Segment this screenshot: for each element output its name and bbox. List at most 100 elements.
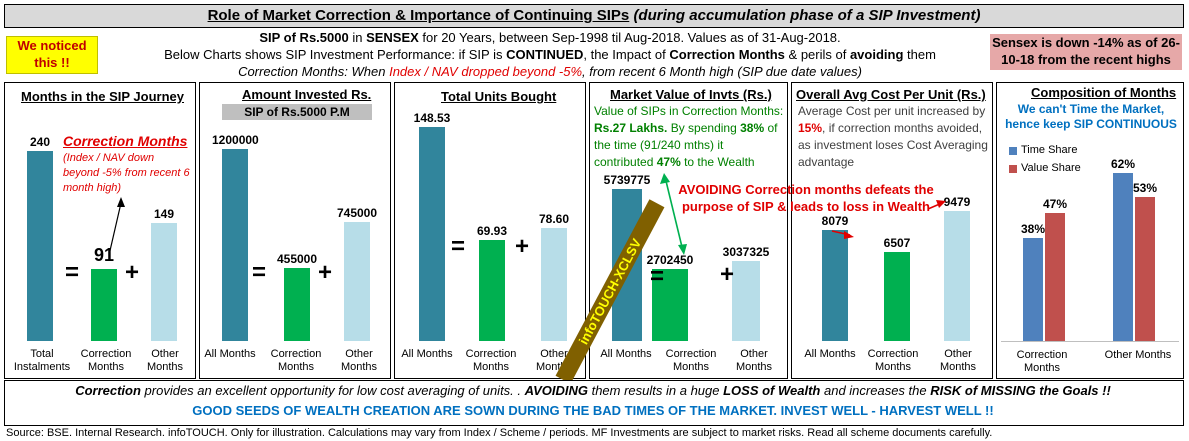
info-text: in [348, 30, 367, 45]
chart-title: Months in the SIP Journey [21, 89, 185, 104]
value-label: 3037325 [722, 244, 770, 259]
value-label: 69.93 [476, 224, 508, 239]
x-tick-label: Other Months [1104, 349, 1172, 361]
market-value-note: Value of SIPs in Correction Months: Rs.2… [594, 103, 784, 171]
annotation-arrow [108, 197, 125, 256]
bar-correction-months [884, 251, 910, 341]
value-label: 2702450 [646, 253, 694, 268]
x-tick-label: Total Instalments [13, 348, 71, 373]
chart-title: Market Value of Invts (Rs.) [610, 87, 772, 102]
title-italic: (during accumulation phase of a SIP Inve… [633, 7, 981, 24]
avg-cost-note: Average Cost per unit increased by 15%, … [798, 103, 988, 171]
bar-value-share-correction [1045, 213, 1065, 341]
equals-sign: = [451, 233, 466, 260]
note-text: of the time (91/240 mths) it contributed [594, 121, 778, 169]
x-tick-label: Correction Months [270, 348, 322, 373]
chart-title: Total Units Bought [441, 89, 557, 104]
note-bold: Rs.27 Lakhs. [594, 121, 668, 135]
panel-avg-cost: Overall Avg Cost Per Unit (Rs.) Average … [791, 82, 993, 379]
panel-total-units: Total Units Bought 148.53 69.93 78.60 = … [394, 82, 586, 379]
panel-composition: Composition of Months We can't Time the … [996, 82, 1184, 379]
x-tick-label: All Months [401, 348, 453, 360]
axis-line [1001, 341, 1179, 342]
note-text: By spending [667, 121, 741, 135]
info-text: , from recent 6 Month high (SIP due date… [582, 64, 862, 79]
x-tick-label: Other Months [146, 348, 184, 373]
value-label: 38% [1020, 221, 1046, 236]
index-name: SENSEX [366, 30, 419, 45]
panel-months-journey: Months in the SIP Journey Correction Mon… [4, 82, 196, 379]
bar-other-months [344, 221, 370, 341]
annotation-text: (Index / NAV down beyond -5% from recent… [63, 152, 190, 194]
bar-other-months [732, 260, 760, 341]
bar-other-months [541, 227, 567, 341]
source-note: Source: BSE. Internal Research. infoTOUC… [6, 427, 993, 439]
note-text: , if correction months avoided, as inves… [798, 121, 988, 169]
conclusion-text: provides an excellent opportunity for lo… [140, 383, 525, 398]
plus-sign: + [720, 261, 735, 288]
x-tick-label: Other Months [340, 348, 378, 373]
x-tick-label: Correction Months [80, 348, 132, 373]
plus-sign: + [318, 259, 333, 286]
correction-definition: Index / NAV dropped beyond -5% [389, 64, 583, 79]
x-tick-label: Correction Months [665, 348, 717, 373]
info-line-2: Below Charts shows SIP Investment Perfor… [120, 47, 980, 62]
x-tick-label: Correction Months [465, 348, 517, 373]
info-bold: CONTINUED [506, 47, 584, 62]
info-text: for 20 Years, between Sep-1998 til Aug-2… [418, 30, 841, 45]
bar-all-months [419, 127, 445, 341]
chart-title: Overall Avg Cost Per Unit (Rs.) [796, 87, 986, 102]
plus-sign: + [515, 233, 530, 260]
bar-time-share-other [1113, 172, 1133, 341]
bar-correction-months [284, 268, 310, 341]
info-text: Correction Months: When [238, 64, 390, 79]
note-bold: 15% [798, 121, 823, 135]
chart-title: Composition of Months [1031, 85, 1177, 100]
chart-subtitle: SIP of Rs.5000 P.M [222, 104, 372, 120]
value-label: 5739775 [603, 173, 651, 187]
title-main: Role of Market Correction & Importance o… [207, 7, 630, 24]
conclusion-box [4, 380, 1184, 426]
chart-subtitle: We can't Time the Market, hence keep SIP… [1005, 102, 1177, 131]
panel-amount-invested: Amount Invested Rs. SIP of Rs.5000 P.M 1… [199, 82, 391, 379]
note-bold: 47% [656, 155, 681, 169]
legend-swatch-value [1009, 165, 1017, 173]
plus-sign: + [125, 259, 140, 286]
contribution-arrow [660, 173, 687, 255]
bar-correction-months [652, 269, 688, 341]
equals-sign: = [650, 263, 665, 290]
value-label: 1200000 [212, 133, 259, 147]
value-label: 62% [1110, 156, 1136, 171]
info-line-3: Correction Months: When Index / NAV drop… [120, 64, 980, 79]
bar-total-instalments [27, 151, 53, 341]
bar-correction-months [91, 268, 117, 341]
x-tick-label: All Months [804, 348, 856, 360]
sip-amount: SIP of Rs.5000 [259, 30, 349, 45]
bar-other-months [151, 223, 177, 341]
note-text: Value of SIPs in Correction Months: [594, 104, 784, 118]
sensex-note: Sensex is down -14% as of 26-10-18 from … [990, 34, 1182, 70]
value-label: 91 [93, 244, 115, 265]
value-label: 745000 [336, 205, 378, 220]
conclusion-text: them results in a huge [587, 383, 724, 398]
legend-swatch-time [1009, 147, 1017, 155]
note-bold: 38% [740, 121, 765, 135]
x-tick-label: Other Months [735, 348, 773, 373]
conclusion-bold: AVOIDING [524, 383, 588, 398]
bar-all-months [222, 149, 248, 341]
panel-market-value: Market Value of Invts (Rs.) Value of SIP… [555, 82, 788, 384]
legend-value-share: Value Share [1021, 162, 1081, 174]
noticed-callout: We noticed this !! [6, 36, 98, 74]
value-label: 53% [1132, 181, 1158, 196]
info-text: , the Impact of [583, 47, 670, 62]
equals-sign: = [252, 259, 267, 286]
note-text: Average Cost per unit increased by [798, 104, 986, 118]
info-text: them [903, 47, 936, 62]
equals-sign: = [65, 259, 80, 286]
info-bold: Correction Months [669, 47, 785, 62]
x-tick-label: Correction Months [867, 348, 919, 373]
bar-other-months [944, 211, 970, 341]
conclusion-bold: LOSS of Wealth [723, 383, 821, 398]
cost-increase-arrows [831, 200, 946, 239]
bar-correction-months [479, 240, 505, 341]
